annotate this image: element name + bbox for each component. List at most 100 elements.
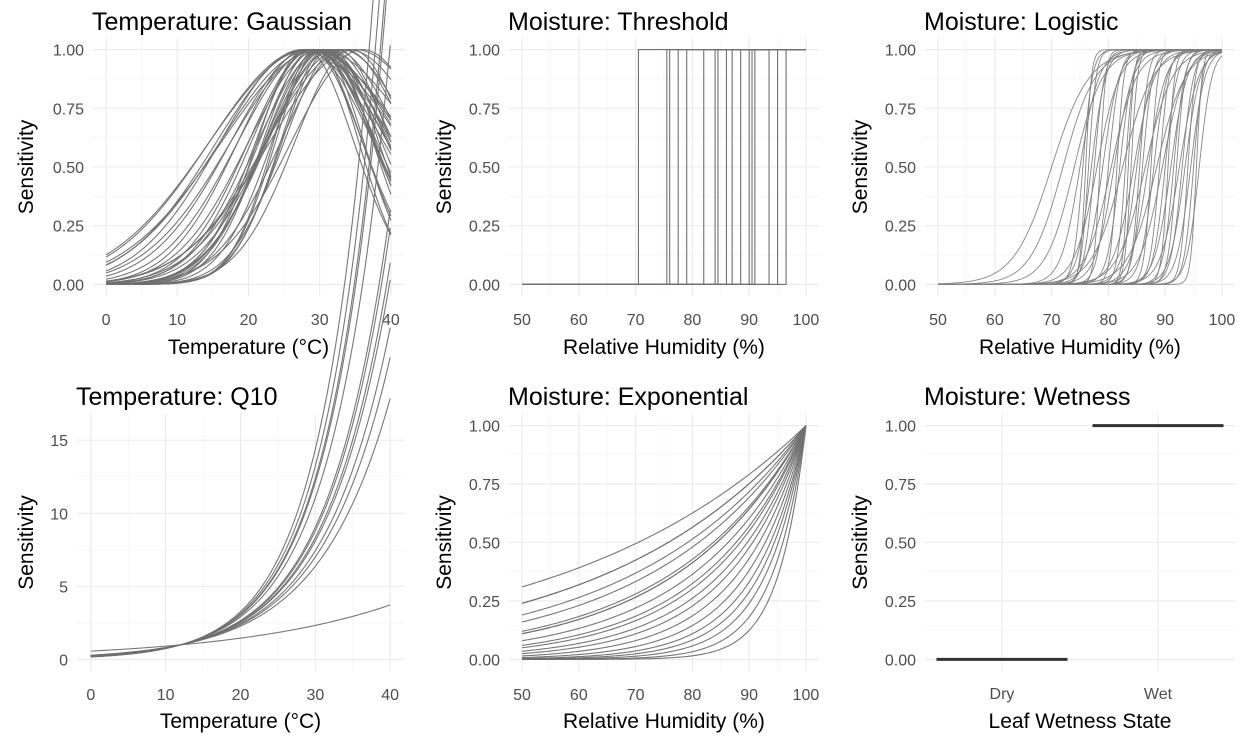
y-axis-tick-labels: 0.00 0.25 0.50 0.75 1.00 — [885, 419, 916, 670]
series-lines — [105, 49, 392, 285]
x-tick-label: 70 — [1043, 312, 1061, 329]
x-axis-tick-labels: 50 60 70 80 90 100 — [929, 312, 1235, 329]
gaussian-curve — [106, 49, 392, 285]
exponential-curve — [521, 425, 807, 652]
series-lines — [522, 49, 806, 285]
x-tick-label: 90 — [1156, 312, 1174, 329]
series-lines — [936, 424, 1224, 661]
x-tick-label: 10 — [168, 312, 186, 329]
gaussian-curve — [106, 49, 392, 285]
x-tick-label: 70 — [627, 687, 645, 704]
y-axis-label: Sensitivity — [15, 495, 38, 590]
x-axis-tick-labels: 50 60 70 80 90 100 — [513, 687, 819, 704]
panel-moist-wetness: 0.00 0.25 0.50 0.75 1.00 Dry Wet Moisture: Wetn… — [849, 383, 1236, 733]
series-lines — [521, 425, 807, 660]
x-axis-label: Temperature (°C) — [168, 336, 329, 359]
exponential-curve — [522, 425, 807, 660]
panel-title: Moisture: Logistic — [924, 8, 1119, 36]
y-tick-label: 0.75 — [53, 101, 84, 118]
y-tick-label: 0.25 — [53, 219, 84, 236]
panel-moist-logistic: 0.00 0.25 0.50 0.75 1.00 50 60 70 80 90 100 Moistur… — [849, 8, 1236, 359]
x-tick-label-dry: Dry — [990, 686, 1015, 703]
y-axis-label: Sensitivity — [433, 119, 456, 214]
y-tick-label: 0.75 — [885, 477, 916, 494]
exponential-curve — [521, 425, 807, 646]
y-tick-label: 0.00 — [885, 652, 916, 669]
x-tick-label: 100 — [1209, 312, 1236, 329]
exponential-curve — [521, 425, 807, 623]
y-tick-label: 0.25 — [469, 594, 500, 611]
y-tick-label: 0.50 — [469, 536, 500, 553]
y-tick-label: 10 — [50, 506, 68, 523]
y-tick-label: 0.00 — [469, 277, 500, 294]
y-tick-label: 0.25 — [469, 219, 500, 236]
y-axis-tick-labels: 0.00 0.25 0.50 0.75 1.00 — [469, 43, 500, 295]
x-axis-label: Relative Humidity (%) — [979, 336, 1181, 359]
exponential-curve — [521, 425, 807, 655]
y-axis-label: Sensitivity — [433, 495, 456, 590]
exponential-curve — [521, 425, 807, 649]
logistic-curve — [938, 49, 1222, 285]
gaussian-curve — [106, 49, 392, 285]
y-tick-label: 1.00 — [53, 43, 84, 60]
y-tick-label: 0.00 — [469, 652, 500, 669]
panel-temp-q10: 0 5 10 15 0 10 20 30 40 Temperature: Q10 Temperatu… — [15, 0, 405, 733]
x-axis-label: Temperature (°C) — [160, 710, 321, 733]
x-tick-label: 0 — [86, 687, 95, 704]
y-tick-label: 1.00 — [469, 419, 500, 436]
gridlines — [76, 414, 405, 671]
x-tick-label: 100 — [793, 687, 820, 704]
gaussian-curve — [106, 49, 392, 285]
y-axis-tick-labels: 0 5 10 15 — [50, 433, 68, 669]
panel-title: Moisture: Wetness — [924, 383, 1131, 411]
x-axis-label: Leaf Wetness State — [989, 710, 1172, 733]
x-tick-label: 20 — [240, 312, 258, 329]
y-tick-label: 5 — [59, 579, 68, 596]
y-tick-label: 0.75 — [469, 101, 500, 118]
panel-moist-exponential: 0.00 0.25 0.50 0.75 1.00 50 60 70 80 90 100 Moistur… — [433, 383, 820, 733]
panel-title: Moisture: Exponential — [508, 383, 748, 411]
x-tick-label: 40 — [381, 687, 399, 704]
panel-moist-threshold: 0.00 0.25 0.50 0.75 1.00 50 60 70 80 90 100 Moistur… — [433, 8, 820, 359]
y-axis-label: Sensitivity — [849, 119, 872, 214]
x-axis-tick-labels: 50 60 70 80 90 100 — [513, 312, 819, 329]
x-axis-label: Relative Humidity (%) — [563, 710, 765, 733]
exponential-curve — [522, 425, 807, 659]
x-tick-label: 80 — [683, 312, 701, 329]
exponential-curve — [521, 425, 807, 632]
threshold-step-line — [522, 49, 806, 285]
y-tick-label: 15 — [50, 433, 68, 450]
panel-title: Temperature: Q10 — [76, 383, 278, 411]
x-tick-label: 10 — [157, 687, 175, 704]
x-tick-label: 90 — [740, 687, 758, 704]
x-axis-label: Relative Humidity (%) — [563, 336, 765, 359]
x-tick-label: 50 — [513, 687, 531, 704]
y-tick-label: 0.50 — [885, 160, 916, 177]
panel-title: Temperature: Gaussian — [92, 8, 352, 36]
gridlines — [508, 414, 820, 671]
y-axis-label: Sensitivity — [15, 119, 38, 214]
x-tick-label: 20 — [232, 687, 250, 704]
exponential-curve — [521, 425, 807, 642]
y-axis-tick-labels: 0.00 0.25 0.50 0.75 1.00 — [469, 419, 500, 670]
y-tick-label: 0.50 — [885, 536, 916, 553]
gaussian-curve — [106, 49, 392, 282]
gridlines — [508, 38, 820, 296]
x-tick-label: 70 — [627, 312, 645, 329]
gaussian-curve — [105, 49, 392, 277]
x-axis-tick-labels: 0 10 20 30 40 — [86, 687, 399, 704]
exponential-curve — [521, 425, 807, 635]
y-tick-label: 0.00 — [885, 277, 916, 294]
x-tick-label: 90 — [740, 312, 758, 329]
y-tick-label: 1.00 — [469, 43, 500, 60]
exponential-curve — [522, 425, 807, 660]
y-tick-label: 0.75 — [469, 477, 500, 494]
x-tick-label: 80 — [683, 687, 701, 704]
x-tick-label-wet: Wet — [1144, 686, 1173, 703]
exponential-curve — [521, 425, 807, 588]
y-tick-label: 0.75 — [885, 101, 916, 118]
gaussian-curve — [106, 49, 392, 285]
series-lines — [90, 0, 391, 658]
y-tick-label: 0 — [59, 652, 68, 669]
